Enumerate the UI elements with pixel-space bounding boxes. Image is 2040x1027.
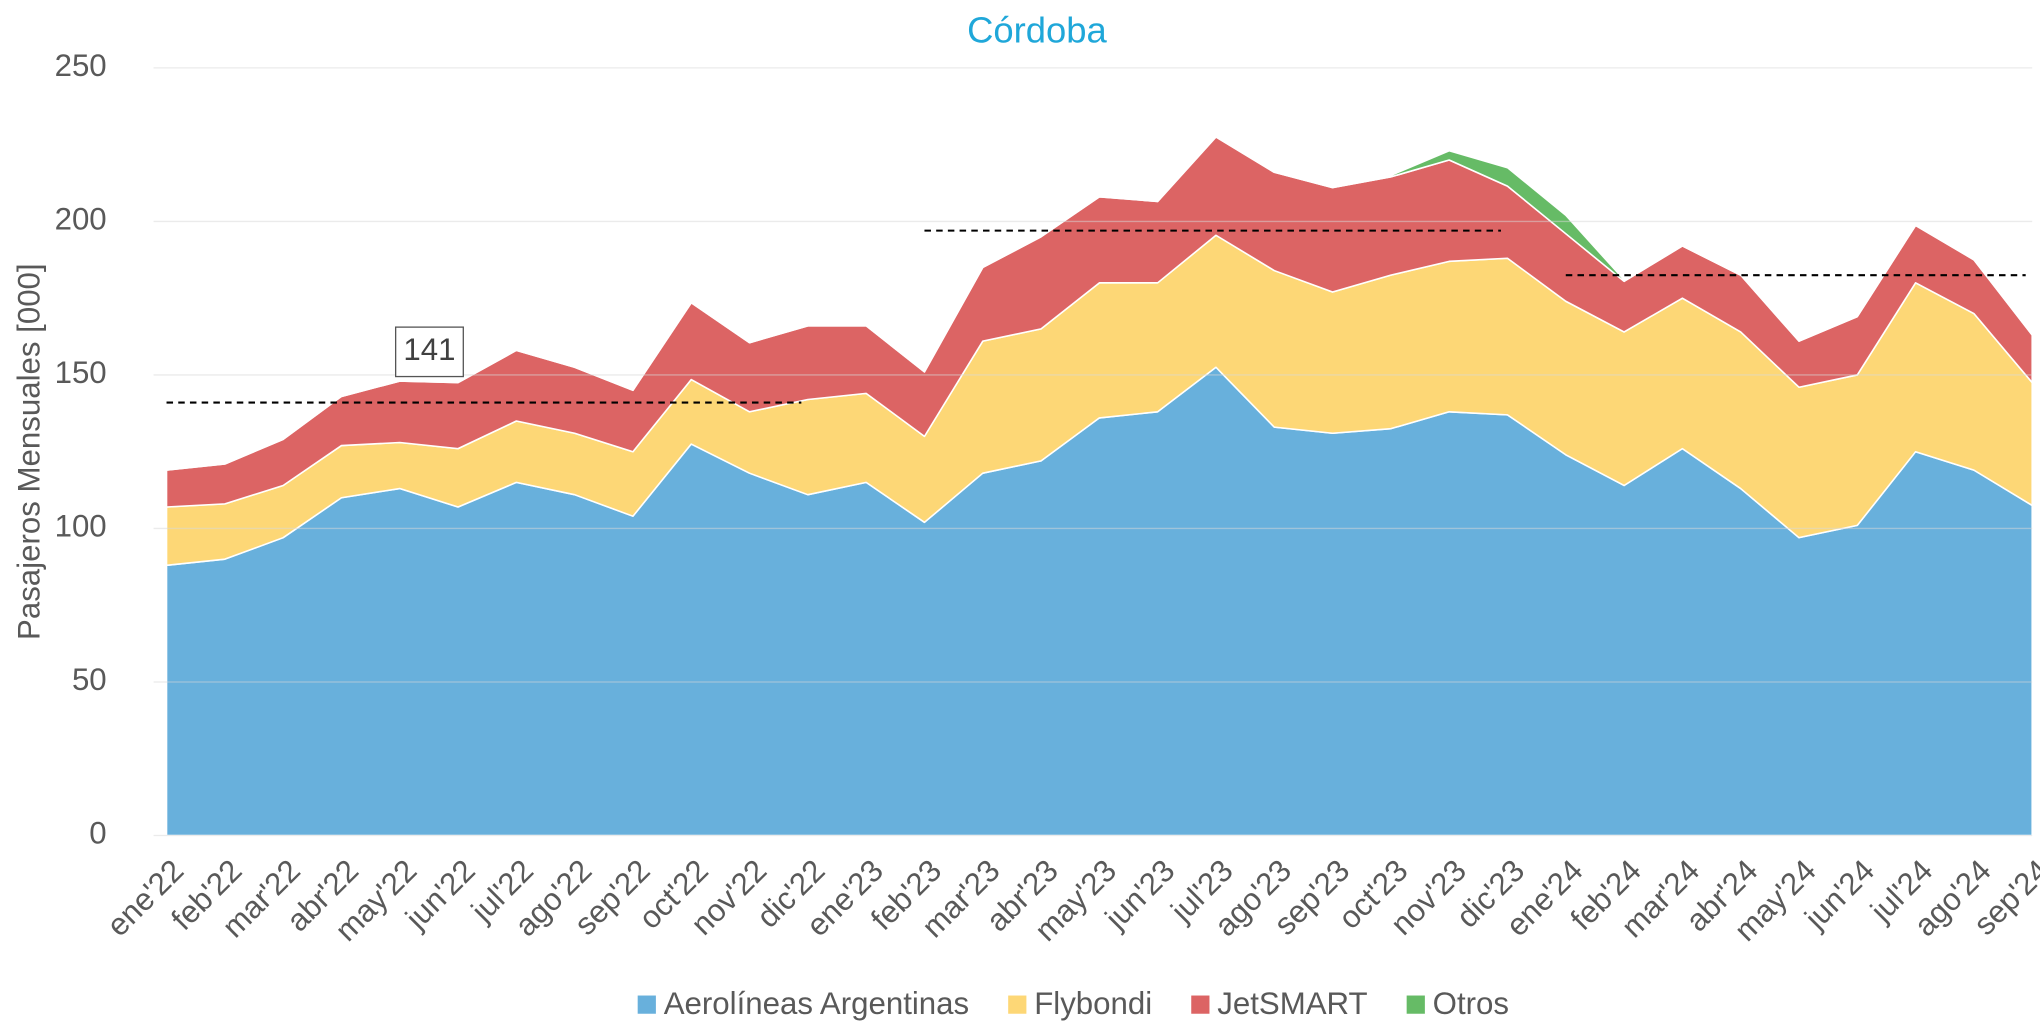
legend: Aerolíneas Argentinas Flybondi JetSMART Otr… xyxy=(637,986,1509,1021)
y-tick-label: 100 xyxy=(55,509,107,544)
x-tick-label: ene'22 xyxy=(100,853,190,943)
legend-swatch xyxy=(1406,995,1425,1014)
legend-label: Flybondi xyxy=(1034,986,1152,1021)
reference-label-box xyxy=(394,326,464,378)
grid xyxy=(153,67,2033,837)
legend-swatch xyxy=(637,995,656,1014)
y-tick-label: 150 xyxy=(55,355,107,390)
chart-title: Córdoba xyxy=(967,9,1107,50)
legend-swatch xyxy=(1191,995,1210,1014)
y-tick-label: 200 xyxy=(55,202,107,237)
legend-label: Otros xyxy=(1433,986,1509,1021)
area xyxy=(165,136,2033,471)
y-tick-label: 250 xyxy=(55,48,107,83)
y-tick-label: 50 xyxy=(72,662,107,697)
legend-label: JetSMART xyxy=(1217,986,1367,1021)
legend-swatch xyxy=(1008,995,1027,1014)
y-tick-label: 0 xyxy=(89,816,106,851)
reference-label: 141 xyxy=(403,332,455,367)
y-axis-label: Pasajeros Mensuales [000] xyxy=(11,263,46,640)
legend-label: Aerolíneas Argentinas xyxy=(664,986,969,1021)
